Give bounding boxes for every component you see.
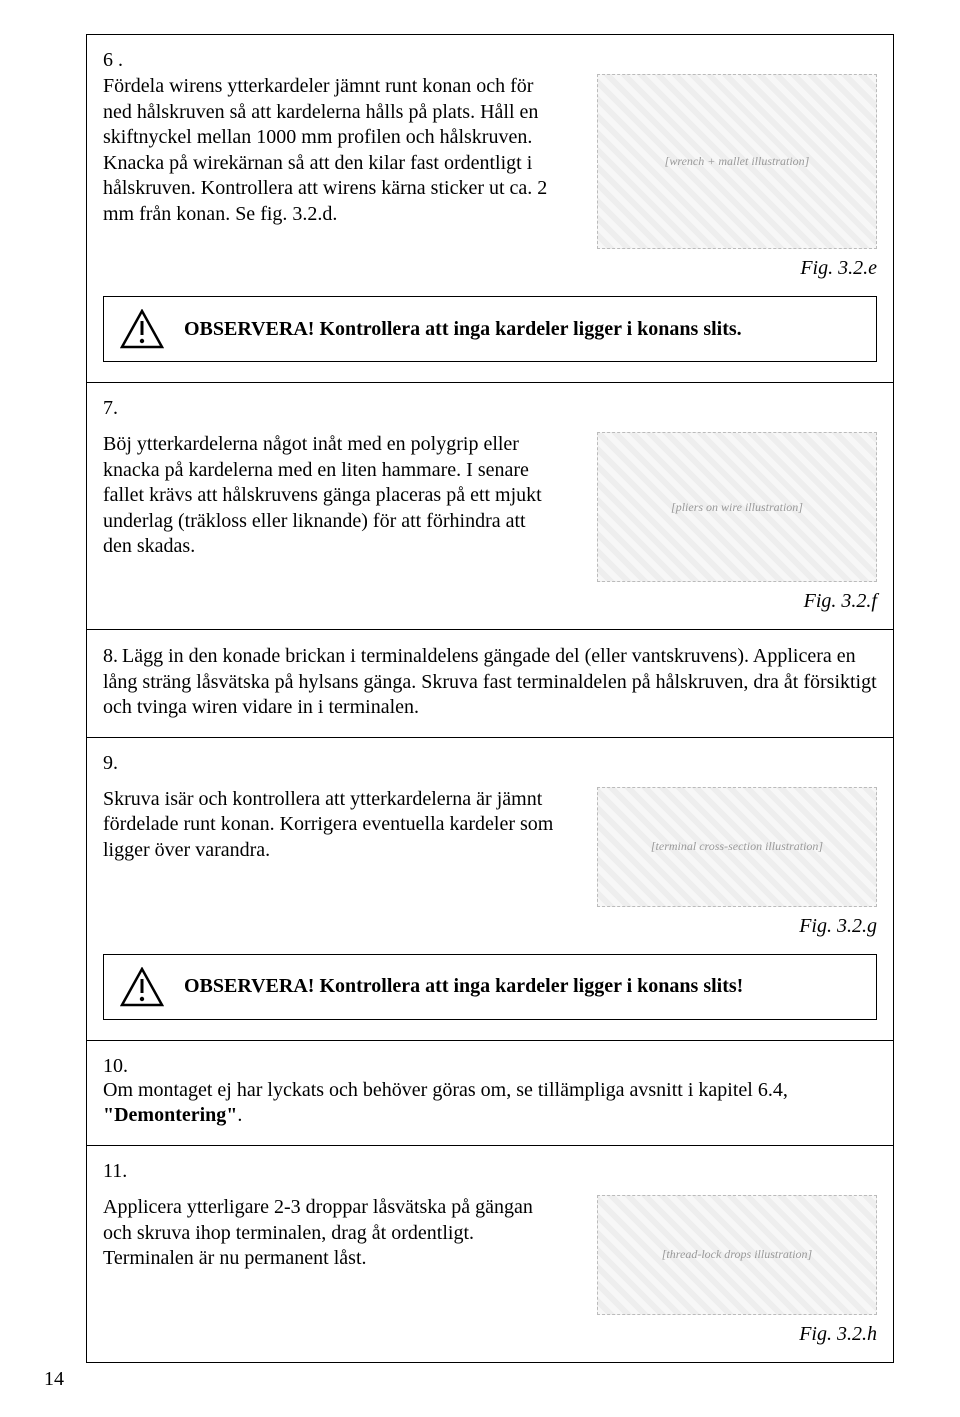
step-10-text-bold: "Demontering" [103, 1104, 237, 1126]
warning-1-body: Kontrollera att inga kardeler ligger i k… [319, 318, 741, 340]
step-6-block: 6 . Fördela wirens ytterkardeler jämnt r… [86, 34, 894, 383]
warning-icon [120, 309, 164, 349]
step-6-body: Fördela wirens ytterkardeler jämnt runt … [103, 74, 877, 280]
step-7-text: Böj ytterkardelerna något inåt med en po… [103, 432, 559, 560]
step-9-number: 9. [103, 752, 877, 775]
warning-2-text: OBSERVERA! Kontrollera att inga kardeler… [184, 975, 743, 998]
step-9-text: Skruva isär och kontrollera att ytterkar… [103, 787, 559, 864]
step-7-figure-column: [pliers on wire illustration] Fig. 3.2.f [577, 432, 877, 613]
figure-3-2-h: [thread-lock drops illustration] [597, 1195, 877, 1315]
step-8-block: 8. Lägg in den konade brickan i terminal… [86, 630, 894, 738]
step-7-number: 7. [103, 397, 877, 420]
warning-2-label: OBSERVERA! [184, 975, 314, 997]
page: 6 . Fördela wirens ytterkardeler jämnt r… [0, 0, 960, 1417]
step-6-number: 6 . [103, 49, 877, 72]
figure-3-2-e-caption: Fig. 3.2.e [577, 257, 877, 280]
figure-3-2-e: [wrench + mallet illustration] [597, 74, 877, 249]
step-11-body: Applicera ytterligare 2-3 droppar låsvät… [103, 1195, 877, 1346]
figure-3-2-g-caption: Fig. 3.2.g [577, 915, 877, 938]
warning-2-body: Kontrollera att inga kardeler ligger i k… [319, 975, 743, 997]
step-11-number: 11. [103, 1160, 877, 1183]
warning-1-text: OBSERVERA! Kontrollera att inga kardeler… [184, 318, 742, 341]
step-6-figure-column: [wrench + mallet illustration] Fig. 3.2.… [577, 74, 877, 280]
step-10-text-post: . [237, 1104, 242, 1126]
warning-box-1: OBSERVERA! Kontrollera att inga kardeler… [103, 296, 877, 362]
step-8-text: Lägg in den konade brickan i terminaldel… [103, 645, 877, 718]
step-11-text: Applicera ytterligare 2-3 droppar låsvät… [103, 1195, 559, 1272]
warning-icon [120, 967, 164, 1007]
step-6-text: Fördela wirens ytterkardeler jämnt runt … [103, 74, 559, 228]
figure-3-2-f-caption: Fig. 3.2.f [577, 590, 877, 613]
figure-3-2-h-caption: Fig. 3.2.h [577, 1323, 877, 1346]
step-7-body: Böj ytterkardelerna något inåt med en po… [103, 432, 877, 613]
figure-3-2-g: [terminal cross-section illustration] [597, 787, 877, 907]
step-9-body: Skruva isär och kontrollera att ytterkar… [103, 787, 877, 938]
step-8-number: 8. [103, 645, 118, 667]
step-10-text-pre: Om montaget ej har lyckats och behöver g… [103, 1079, 788, 1101]
step-10-number: 10. [103, 1055, 128, 1077]
step-9-figure-column: [terminal cross-section illustration] Fi… [577, 787, 877, 938]
step-7-block: 7. Böj ytterkardelerna något inåt med en… [86, 383, 894, 630]
step-11-figure-column: [thread-lock drops illustration] Fig. 3.… [577, 1195, 877, 1346]
step-11-block: 11. Applicera ytterligare 2-3 droppar lå… [86, 1146, 894, 1363]
figure-3-2-f: [pliers on wire illustration] [597, 432, 877, 582]
warning-box-2: OBSERVERA! Kontrollera att inga kardeler… [103, 954, 877, 1020]
step-9-block: 9. Skruva isär och kontrollera att ytter… [86, 738, 894, 1041]
step-10-block: 10. Om montaget ej har lyckats och behöv… [86, 1041, 894, 1146]
warning-1-label: OBSERVERA! [184, 318, 314, 340]
page-number: 14 [44, 1368, 64, 1391]
